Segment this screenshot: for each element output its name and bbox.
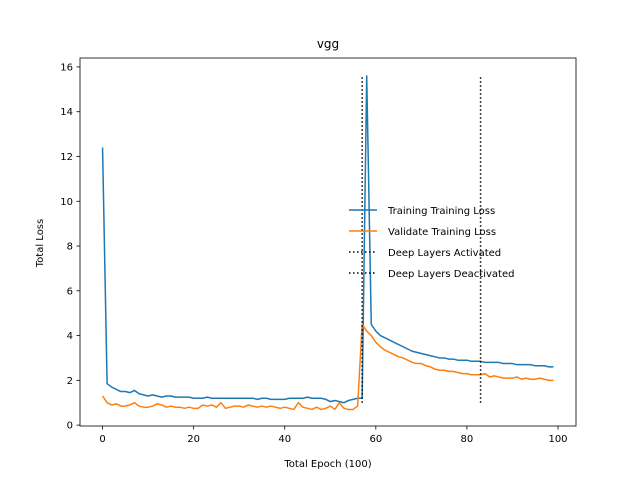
y-tick-label-8: 16: [60, 62, 73, 73]
y-tick-label-0: 0: [67, 421, 73, 432]
y-tick-label-2: 4: [67, 331, 73, 342]
y-tick-label-4: 8: [67, 242, 73, 253]
x-tick-label-3: 60: [369, 434, 382, 445]
series-line-0: [101, 75, 554, 404]
y-tick-label-7: 14: [60, 107, 73, 118]
axes-layer: 0 20 40 60 80 100 0 2 4 6 8 10 12 14 16: [60, 57, 577, 445]
x-tick-label-0: 0: [99, 434, 105, 445]
x-tick-label-2: 40: [278, 434, 291, 445]
legend-label-0: Training Training Loss: [387, 206, 495, 217]
y-axis-label: Total Loss: [35, 219, 46, 268]
x-axis-label: Total Epoch (100): [283, 459, 371, 470]
y-tick-label-6: 12: [60, 152, 73, 163]
series-layer: [101, 75, 554, 411]
x-tick-label-4: 80: [461, 434, 474, 445]
chart-title: vgg: [317, 37, 339, 51]
y-tick-label-1: 2: [67, 376, 73, 387]
legend-label-1: Validate Training Loss: [388, 227, 496, 238]
legend-label-2: Deep Layers Activated: [388, 248, 501, 259]
series-line-1: [101, 323, 554, 411]
axes-frame: [79, 57, 577, 427]
x-tick-label-1: 20: [187, 434, 200, 445]
x-tick-label-5: 100: [548, 434, 567, 445]
legend-label-3: Deep Layers Deactivated: [388, 269, 514, 280]
y-tick-label-5: 10: [60, 197, 73, 208]
legend: Training Training Loss Validate Training …: [349, 206, 514, 280]
y-tick-label-3: 6: [67, 286, 73, 297]
